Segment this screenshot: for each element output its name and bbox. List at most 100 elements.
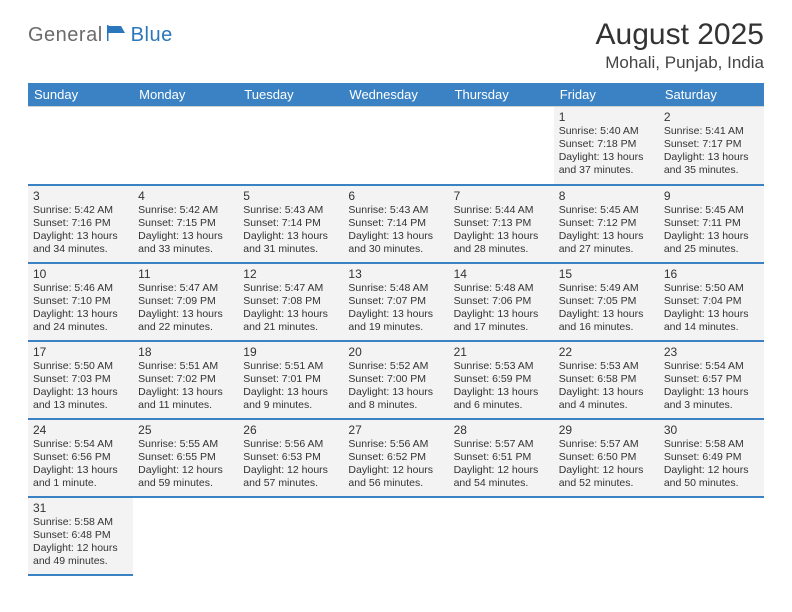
sunrise-line: Sunrise: 5:48 AM xyxy=(348,282,443,295)
sunset-line: Sunset: 7:08 PM xyxy=(243,295,338,308)
calendar-table: SundayMondayTuesdayWednesdayThursdayFrid… xyxy=(28,83,764,576)
calendar-cell: 11Sunrise: 5:47 AMSunset: 7:09 PMDayligh… xyxy=(133,263,238,341)
sunrise-line: Sunrise: 5:50 AM xyxy=(664,282,759,295)
logo-text-blue: Blue xyxy=(131,24,173,47)
sunrise-line: Sunrise: 5:48 AM xyxy=(454,282,549,295)
calendar-cell xyxy=(343,497,448,575)
weekday-header: Friday xyxy=(554,83,659,107)
calendar-cell: 20Sunrise: 5:52 AMSunset: 7:00 PMDayligh… xyxy=(343,341,448,419)
day-number: 31 xyxy=(33,501,128,515)
sunset-line: Sunset: 6:53 PM xyxy=(243,451,338,464)
sunrise-line: Sunrise: 5:49 AM xyxy=(559,282,654,295)
sunrise-line: Sunrise: 5:53 AM xyxy=(454,360,549,373)
day-number: 5 xyxy=(243,189,338,203)
calendar-cell: 6Sunrise: 5:43 AMSunset: 7:14 PMDaylight… xyxy=(343,185,448,263)
sunset-line: Sunset: 7:16 PM xyxy=(33,217,128,230)
daylight-line: Daylight: 13 hours and 3 minutes. xyxy=(664,386,759,412)
day-number: 6 xyxy=(348,189,443,203)
calendar-cell: 12Sunrise: 5:47 AMSunset: 7:08 PMDayligh… xyxy=(238,263,343,341)
day-number: 28 xyxy=(454,423,549,437)
sunset-line: Sunset: 6:52 PM xyxy=(348,451,443,464)
sunrise-line: Sunrise: 5:44 AM xyxy=(454,204,549,217)
daylight-line: Daylight: 13 hours and 25 minutes. xyxy=(664,230,759,256)
day-number: 24 xyxy=(33,423,128,437)
day-number: 26 xyxy=(243,423,338,437)
day-number: 10 xyxy=(33,267,128,281)
calendar-cell: 5Sunrise: 5:43 AMSunset: 7:14 PMDaylight… xyxy=(238,185,343,263)
calendar-row: 10Sunrise: 5:46 AMSunset: 7:10 PMDayligh… xyxy=(28,263,764,341)
calendar-cell: 8Sunrise: 5:45 AMSunset: 7:12 PMDaylight… xyxy=(554,185,659,263)
header: General Blue August 2025 Mohali, Punjab,… xyxy=(28,18,764,73)
sunrise-line: Sunrise: 5:54 AM xyxy=(664,360,759,373)
day-number: 9 xyxy=(664,189,759,203)
sunrise-line: Sunrise: 5:47 AM xyxy=(243,282,338,295)
sunset-line: Sunset: 7:12 PM xyxy=(559,217,654,230)
daylight-line: Daylight: 13 hours and 37 minutes. xyxy=(559,151,654,177)
sunrise-line: Sunrise: 5:51 AM xyxy=(138,360,233,373)
sunrise-line: Sunrise: 5:43 AM xyxy=(348,204,443,217)
daylight-line: Daylight: 12 hours and 54 minutes. xyxy=(454,464,549,490)
daylight-line: Daylight: 13 hours and 27 minutes. xyxy=(559,230,654,256)
sunset-line: Sunset: 7:02 PM xyxy=(138,373,233,386)
calendar-cell: 7Sunrise: 5:44 AMSunset: 7:13 PMDaylight… xyxy=(449,185,554,263)
calendar-cell: 27Sunrise: 5:56 AMSunset: 6:52 PMDayligh… xyxy=(343,419,448,497)
calendar-cell: 19Sunrise: 5:51 AMSunset: 7:01 PMDayligh… xyxy=(238,341,343,419)
sunset-line: Sunset: 7:14 PM xyxy=(348,217,443,230)
calendar-cell: 13Sunrise: 5:48 AMSunset: 7:07 PMDayligh… xyxy=(343,263,448,341)
calendar-cell xyxy=(659,497,764,575)
day-number: 1 xyxy=(559,110,654,124)
sunrise-line: Sunrise: 5:52 AM xyxy=(348,360,443,373)
day-number: 15 xyxy=(559,267,654,281)
day-number: 14 xyxy=(454,267,549,281)
calendar-cell xyxy=(449,497,554,575)
calendar-cell xyxy=(343,107,448,185)
sunset-line: Sunset: 7:13 PM xyxy=(454,217,549,230)
sunset-line: Sunset: 6:59 PM xyxy=(454,373,549,386)
weekday-header: Tuesday xyxy=(238,83,343,107)
calendar-row: 24Sunrise: 5:54 AMSunset: 6:56 PMDayligh… xyxy=(28,419,764,497)
calendar-cell xyxy=(238,497,343,575)
calendar-cell: 28Sunrise: 5:57 AMSunset: 6:51 PMDayligh… xyxy=(449,419,554,497)
calendar-cell xyxy=(133,107,238,185)
sunrise-line: Sunrise: 5:53 AM xyxy=(559,360,654,373)
calendar-cell xyxy=(554,497,659,575)
sunrise-line: Sunrise: 5:42 AM xyxy=(33,204,128,217)
calendar-cell: 2Sunrise: 5:41 AMSunset: 7:17 PMDaylight… xyxy=(659,107,764,185)
sunrise-line: Sunrise: 5:56 AM xyxy=(243,438,338,451)
sunrise-line: Sunrise: 5:42 AM xyxy=(138,204,233,217)
sunrise-line: Sunrise: 5:45 AM xyxy=(664,204,759,217)
day-number: 21 xyxy=(454,345,549,359)
sunset-line: Sunset: 6:49 PM xyxy=(664,451,759,464)
day-number: 20 xyxy=(348,345,443,359)
daylight-line: Daylight: 12 hours and 52 minutes. xyxy=(559,464,654,490)
day-number: 17 xyxy=(33,345,128,359)
daylight-line: Daylight: 13 hours and 30 minutes. xyxy=(348,230,443,256)
sunset-line: Sunset: 6:48 PM xyxy=(33,529,128,542)
calendar-row: 31Sunrise: 5:58 AMSunset: 6:48 PMDayligh… xyxy=(28,497,764,575)
calendar-row: 17Sunrise: 5:50 AMSunset: 7:03 PMDayligh… xyxy=(28,341,764,419)
calendar-cell: 24Sunrise: 5:54 AMSunset: 6:56 PMDayligh… xyxy=(28,419,133,497)
page-title: August 2025 xyxy=(596,18,764,51)
daylight-line: Daylight: 12 hours and 56 minutes. xyxy=(348,464,443,490)
sunset-line: Sunset: 6:56 PM xyxy=(33,451,128,464)
sunset-line: Sunset: 6:58 PM xyxy=(559,373,654,386)
daylight-line: Daylight: 13 hours and 28 minutes. xyxy=(454,230,549,256)
sunset-line: Sunset: 7:03 PM xyxy=(33,373,128,386)
sunset-line: Sunset: 7:10 PM xyxy=(33,295,128,308)
sunrise-line: Sunrise: 5:55 AM xyxy=(138,438,233,451)
calendar-cell: 29Sunrise: 5:57 AMSunset: 6:50 PMDayligh… xyxy=(554,419,659,497)
daylight-line: Daylight: 13 hours and 1 minute. xyxy=(33,464,128,490)
day-number: 2 xyxy=(664,110,759,124)
daylight-line: Daylight: 13 hours and 14 minutes. xyxy=(664,308,759,334)
sunrise-line: Sunrise: 5:41 AM xyxy=(664,125,759,138)
calendar-cell: 30Sunrise: 5:58 AMSunset: 6:49 PMDayligh… xyxy=(659,419,764,497)
daylight-line: Daylight: 13 hours and 4 minutes. xyxy=(559,386,654,412)
sunset-line: Sunset: 7:18 PM xyxy=(559,138,654,151)
calendar-row: 1Sunrise: 5:40 AMSunset: 7:18 PMDaylight… xyxy=(28,107,764,185)
daylight-line: Daylight: 13 hours and 16 minutes. xyxy=(559,308,654,334)
sunset-line: Sunset: 7:06 PM xyxy=(454,295,549,308)
daylight-line: Daylight: 12 hours and 50 minutes. xyxy=(664,464,759,490)
sunrise-line: Sunrise: 5:57 AM xyxy=(454,438,549,451)
sunrise-line: Sunrise: 5:43 AM xyxy=(243,204,338,217)
day-number: 30 xyxy=(664,423,759,437)
